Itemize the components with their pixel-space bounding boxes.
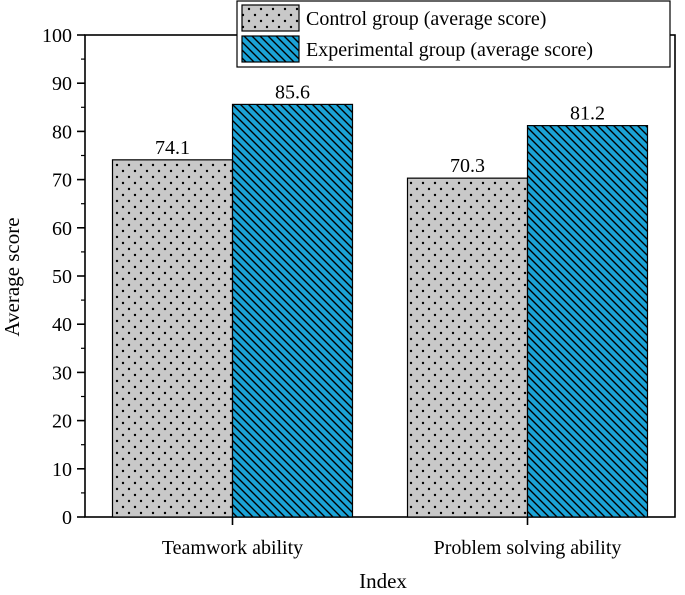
y-tick-label: 90 xyxy=(52,73,72,95)
bar-control-0 xyxy=(111,159,234,518)
legend-label-control: Control group (average score) xyxy=(306,8,546,30)
y-axis-title: Average score xyxy=(0,217,24,336)
data-labels: 74.1 85.6 70.3 81.2 xyxy=(155,81,605,177)
y-tick-label: 0 xyxy=(62,507,72,529)
y-tick-label: 40 xyxy=(52,314,72,336)
data-label: 81.2 xyxy=(570,103,605,125)
x-tick-label: Problem solving ability xyxy=(434,537,622,559)
legend-frame xyxy=(236,0,671,68)
y-tick-label: 50 xyxy=(52,266,72,288)
bar-experimental-0 xyxy=(231,103,354,518)
y-tick-label: 20 xyxy=(52,411,72,433)
y-tick-label: 30 xyxy=(52,362,72,384)
bar-control-1 xyxy=(406,177,529,518)
y-tick-label: 10 xyxy=(52,459,72,481)
legend-label-experimental: Experimental group (average score) xyxy=(306,39,593,61)
y-tick-label: 100 xyxy=(42,25,72,47)
legend-swatch-control xyxy=(241,4,300,32)
bar-experimental-1 xyxy=(526,125,649,518)
axes: 0 10 20 30 40 50 60 70 80 90 100 Teamwork ability Pr… xyxy=(42,25,621,559)
legend: Control group (average score) Experiment… xyxy=(236,0,671,68)
x-axis-title: Index xyxy=(359,569,407,593)
legend-swatch-experimental xyxy=(241,35,300,63)
bars xyxy=(111,103,649,518)
x-tick-label: Teamwork ability xyxy=(162,537,303,559)
data-label: 70.3 xyxy=(450,155,485,177)
y-tick-label: 60 xyxy=(52,218,72,240)
y-tick-label: 80 xyxy=(52,121,72,143)
data-label: 74.1 xyxy=(155,137,190,159)
y-tick-label: 70 xyxy=(52,170,72,192)
data-label: 85.6 xyxy=(275,81,310,103)
